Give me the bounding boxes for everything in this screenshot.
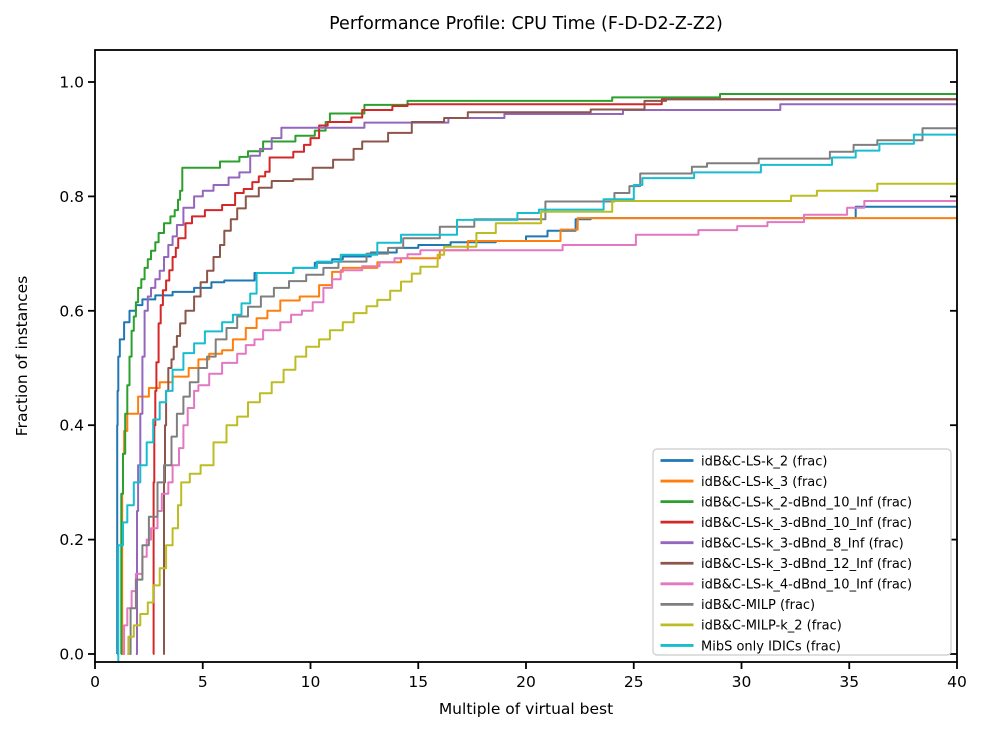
legend-label-3: idB&C-LS-k_3-dBnd_10_Inf (frac): [701, 516, 912, 531]
legend-label-1: idB&C-LS-k_3 (frac): [701, 475, 827, 490]
legend-label-0: idB&C-LS-k_2 (frac): [701, 454, 827, 469]
series-line-8: [127, 182, 957, 655]
x-tick-label: 10: [301, 673, 321, 691]
chart-title: Performance Profile: CPU Time (F-D-D2-Z-…: [329, 14, 723, 34]
legend-label-6: idB&C-LS-k_4-dBnd_10_Inf (frac): [701, 578, 912, 593]
legend-label-5: idB&C-LS-k_3-dBnd_12_Inf (frac): [701, 557, 912, 572]
series-line-3: [152, 98, 957, 655]
x-tick-label: 25: [624, 673, 644, 691]
legend-label-2: idB&C-LS-k_2-dBnd_10_Inf (frac): [701, 495, 912, 510]
x-tick-label: 5: [198, 673, 208, 691]
legend-label-8: idB&C-MILP-k_2 (frac): [701, 619, 842, 634]
legend-label-9: MibS only IDICs (frac): [701, 639, 841, 654]
y-tick-label: 0.2: [59, 531, 84, 549]
series-line-7: [129, 127, 957, 655]
y-axis-label: Fraction of instances: [13, 276, 31, 436]
y-tick-label: 1.0: [59, 74, 84, 92]
series-line-4: [135, 103, 957, 655]
series-line-5: [163, 98, 957, 655]
x-tick-label: 40: [947, 673, 967, 691]
legend-label-7: idB&C-MILP (frac): [701, 598, 815, 613]
x-tick-label: 20: [516, 673, 536, 691]
series-line-6: [123, 200, 957, 655]
x-tick-label: 30: [732, 673, 752, 691]
x-tick-label: 35: [839, 673, 859, 691]
x-tick-label: 15: [408, 673, 428, 691]
y-tick-label: 0.4: [59, 417, 84, 435]
series-line-9: [117, 133, 957, 662]
series-line-2: [120, 93, 957, 655]
legend-box: [652, 448, 952, 656]
y-tick-label: 0.0: [59, 646, 84, 664]
x-axis-label: Multiple of virtual best: [439, 700, 613, 718]
plot-area: 0 5 10 15 20 25 30 35 40 0.0 0.2 0.4 0.6 0.8 1.0 idB&C-…: [59, 49, 967, 691]
x-tick-label: 0: [90, 673, 100, 691]
legend-label-4: idB&C-LS-k_3-dBnd_8_Inf (frac): [701, 537, 904, 552]
y-tick-label: 0.8: [59, 188, 84, 206]
y-tick-label: 0.6: [59, 302, 84, 320]
